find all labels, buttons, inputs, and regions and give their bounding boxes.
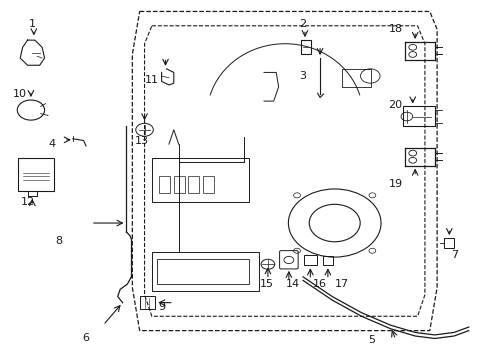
Bar <box>402 107 434 126</box>
Bar <box>188 176 199 193</box>
Bar <box>444 238 453 248</box>
Text: 17: 17 <box>334 279 348 289</box>
Text: 5: 5 <box>367 334 374 345</box>
Text: 3: 3 <box>299 71 306 81</box>
Text: 6: 6 <box>82 333 89 343</box>
Text: 2: 2 <box>299 19 306 29</box>
Bar <box>341 69 370 87</box>
Bar <box>18 158 54 191</box>
Bar <box>300 40 311 54</box>
Text: 12: 12 <box>20 197 35 207</box>
Text: 13: 13 <box>135 136 149 145</box>
Text: 11: 11 <box>144 75 159 85</box>
Text: 14: 14 <box>285 279 300 289</box>
Text: 18: 18 <box>388 24 402 35</box>
Text: 8: 8 <box>56 236 62 246</box>
Text: 7: 7 <box>449 250 457 260</box>
Text: 15: 15 <box>259 279 273 289</box>
Text: 20: 20 <box>388 100 402 110</box>
Bar <box>157 259 249 284</box>
Bar <box>152 158 249 202</box>
Text: 16: 16 <box>312 279 326 289</box>
Text: 4: 4 <box>48 139 55 149</box>
Text: 19: 19 <box>388 179 402 189</box>
Bar <box>173 176 184 193</box>
Bar <box>304 255 316 265</box>
Bar <box>203 176 213 193</box>
Text: 9: 9 <box>158 302 165 312</box>
Bar <box>140 296 155 309</box>
Text: 1: 1 <box>29 19 36 29</box>
Text: 10: 10 <box>13 89 27 99</box>
Bar <box>322 256 332 265</box>
Bar <box>159 176 169 193</box>
